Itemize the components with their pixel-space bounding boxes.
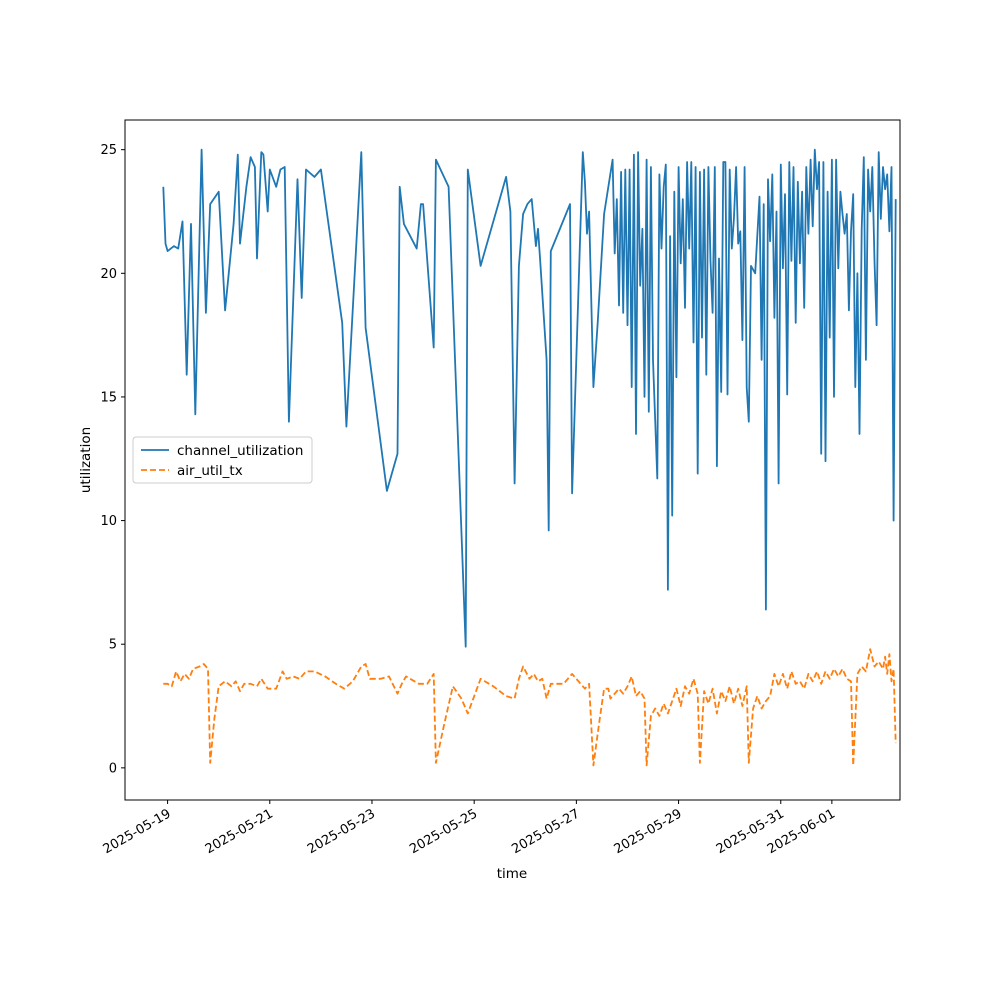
y-tick-label: 10 [100,514,117,529]
y-axis-title: utilization [78,427,94,493]
x-axis-title: time [497,866,528,882]
series-line-channel_utilization [162,148,897,648]
y-tick-label: 25 [100,143,117,158]
legend-label-channel_utilization: channel_utilization [177,443,304,459]
legend-label-air_util_tx: air_util_tx [177,463,243,479]
series-layer [162,148,897,767]
y-tick-label: 20 [100,267,117,282]
y-tick-label: 5 [109,638,117,653]
plot-frame [124,119,901,801]
y-axis: 0 5 10 15 20 25 [100,143,125,776]
y-tick-label: 0 [109,761,117,776]
legend-box [132,436,313,484]
legend: channel_utilization air_util_tx [132,436,313,484]
y-tick-label: 15 [100,390,117,405]
